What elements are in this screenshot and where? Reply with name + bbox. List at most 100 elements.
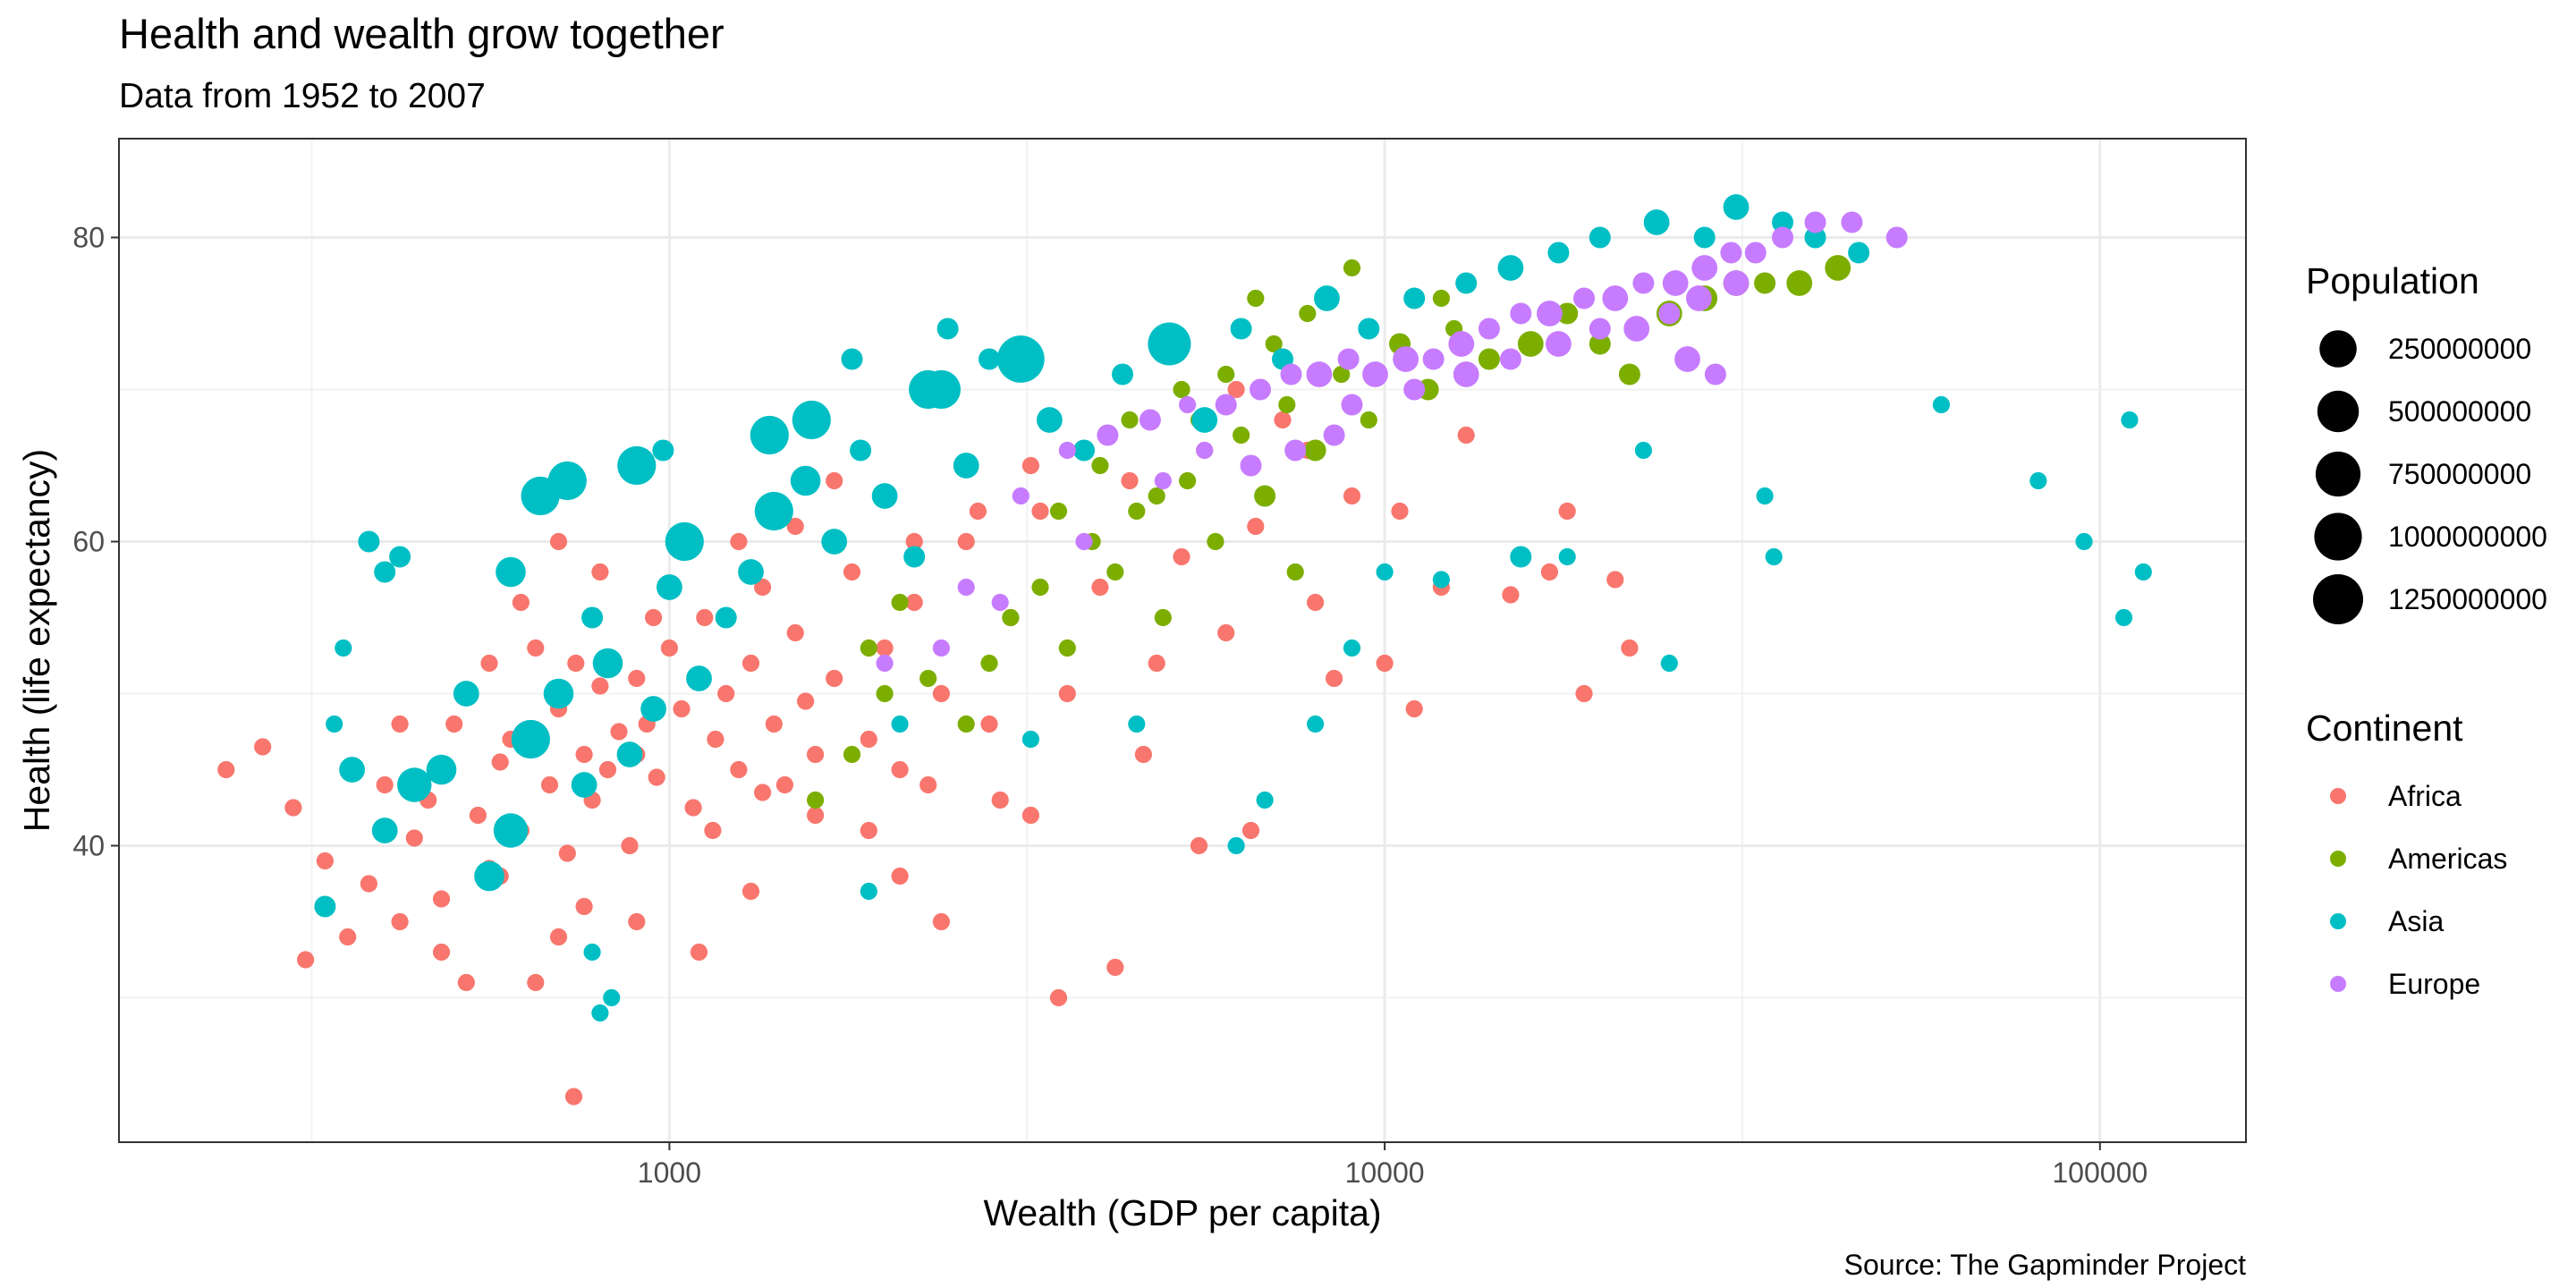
point-europe bbox=[1720, 242, 1742, 264]
point-asia bbox=[1358, 318, 1380, 340]
point-africa bbox=[919, 775, 937, 794]
point-africa bbox=[1558, 502, 1576, 521]
point-africa bbox=[1621, 639, 1639, 657]
point-asia bbox=[754, 491, 793, 531]
grid-lines bbox=[119, 139, 2246, 1142]
point-americas bbox=[1217, 365, 1235, 384]
point-asia bbox=[2075, 532, 2093, 551]
point-asia bbox=[389, 546, 411, 568]
point-asia bbox=[1848, 242, 1870, 264]
point-africa bbox=[932, 684, 950, 703]
point-americas bbox=[1247, 289, 1265, 308]
point-asia bbox=[1765, 547, 1783, 566]
point-europe bbox=[1280, 363, 1302, 386]
size-legend-title: Population bbox=[2306, 260, 2479, 301]
point-europe bbox=[1704, 363, 1726, 386]
point-africa bbox=[765, 715, 783, 733]
point-africa bbox=[527, 639, 545, 657]
point-africa bbox=[217, 760, 235, 779]
point-europe bbox=[1589, 318, 1611, 340]
point-asia bbox=[1432, 571, 1450, 589]
point-asia bbox=[1558, 547, 1576, 566]
point-africa bbox=[549, 532, 568, 551]
point-europe bbox=[1306, 361, 1333, 387]
point-asia bbox=[511, 719, 551, 759]
point-asia bbox=[1073, 439, 1095, 462]
point-asia bbox=[616, 741, 643, 767]
point-africa bbox=[717, 684, 735, 703]
point-americas bbox=[1002, 608, 1020, 627]
point-asia bbox=[1256, 791, 1274, 809]
point-europe bbox=[1674, 346, 1700, 372]
point-africa bbox=[1148, 654, 1165, 673]
point-africa bbox=[754, 578, 772, 597]
point-americas bbox=[1478, 348, 1500, 370]
point-africa bbox=[1241, 821, 1260, 840]
point-europe bbox=[1403, 378, 1426, 401]
point-asia bbox=[1343, 639, 1361, 657]
point-africa bbox=[254, 738, 272, 756]
point-africa bbox=[704, 821, 722, 840]
point-africa bbox=[932, 912, 950, 931]
point-africa bbox=[540, 775, 559, 794]
point-africa bbox=[567, 654, 585, 673]
point-asia bbox=[1227, 836, 1245, 855]
point-asia bbox=[738, 559, 764, 585]
point-asia bbox=[2121, 411, 2139, 429]
point-europe bbox=[1341, 394, 1363, 416]
point-africa bbox=[469, 806, 487, 825]
point-americas bbox=[1360, 411, 1377, 429]
size-legend-key bbox=[2319, 330, 2357, 368]
point-europe bbox=[1284, 439, 1307, 462]
point-africa bbox=[991, 791, 1009, 809]
point-africa bbox=[575, 897, 593, 916]
point-europe bbox=[1499, 348, 1521, 370]
point-africa bbox=[297, 951, 315, 969]
point-africa bbox=[598, 760, 617, 779]
point-africa bbox=[1326, 669, 1343, 688]
point-europe bbox=[1196, 441, 1214, 460]
point-americas bbox=[876, 684, 894, 703]
point-europe bbox=[1097, 424, 1119, 446]
point-asia bbox=[891, 715, 909, 733]
plot-panel-border bbox=[118, 138, 2247, 1143]
point-asia bbox=[2114, 608, 2133, 627]
point-americas bbox=[1154, 608, 1172, 627]
point-africa bbox=[480, 654, 498, 673]
point-africa bbox=[826, 669, 843, 688]
point-europe bbox=[1422, 348, 1445, 370]
point-africa bbox=[1606, 571, 1624, 589]
x-axis-ticks: 1000 10000 100000 bbox=[638, 1142, 2148, 1189]
point-africa bbox=[1049, 988, 1068, 1007]
point-americas bbox=[1106, 563, 1124, 581]
x-tick-label: 100000 bbox=[2052, 1157, 2148, 1189]
point-asia bbox=[314, 895, 336, 918]
point-asia bbox=[1112, 363, 1133, 386]
point-asia bbox=[426, 754, 457, 785]
point-asia bbox=[979, 348, 1000, 370]
point-americas bbox=[919, 669, 937, 688]
point-asia bbox=[790, 465, 821, 496]
point-americas bbox=[843, 745, 861, 764]
point-asia bbox=[996, 335, 1045, 383]
point-asia bbox=[936, 318, 959, 340]
point-americas bbox=[980, 654, 998, 673]
point-africa bbox=[1021, 806, 1039, 825]
point-asia bbox=[821, 529, 848, 555]
point-africa bbox=[741, 654, 760, 673]
point-africa bbox=[730, 532, 748, 551]
color-legend-label: Africa bbox=[2388, 780, 2462, 812]
point-asia bbox=[1376, 563, 1394, 581]
point-asia bbox=[1314, 285, 1340, 311]
point-africa bbox=[1106, 958, 1124, 977]
point-africa bbox=[741, 882, 760, 901]
point-americas bbox=[1278, 395, 1296, 414]
point-europe bbox=[1250, 378, 1271, 401]
color-legend-title: Continent bbox=[2306, 708, 2463, 749]
point-asia bbox=[657, 574, 682, 600]
point-europe bbox=[1453, 361, 1479, 387]
point-africa bbox=[1274, 411, 1292, 429]
point-asia bbox=[547, 461, 587, 501]
point-europe bbox=[1215, 394, 1237, 416]
point-europe bbox=[1623, 316, 1650, 342]
